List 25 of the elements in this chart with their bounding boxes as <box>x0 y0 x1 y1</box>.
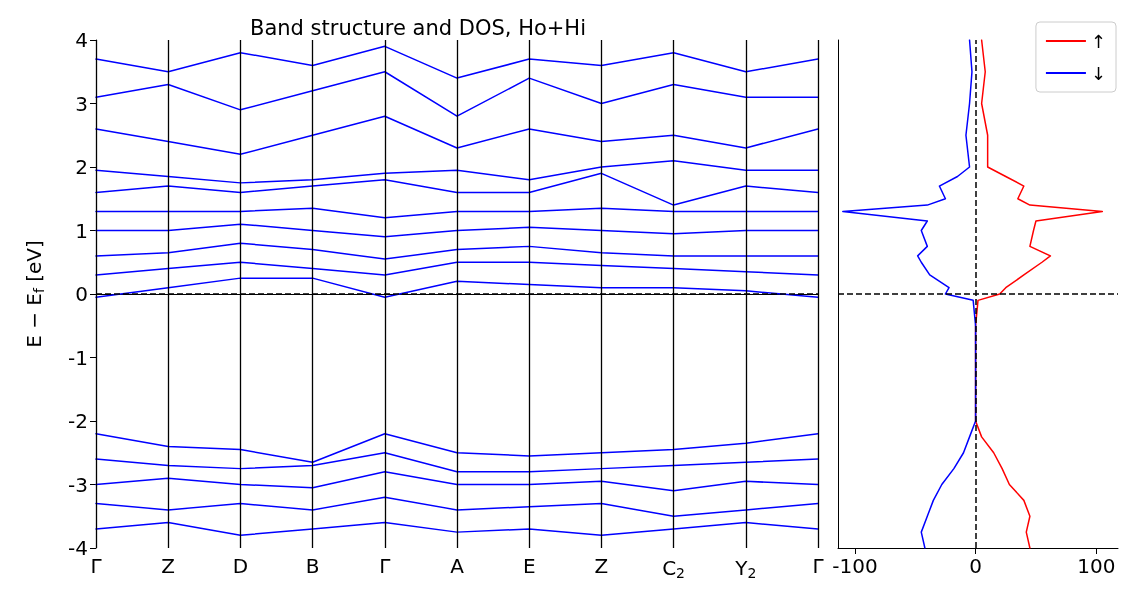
y-tick-label: 0 <box>75 282 88 306</box>
chart-title: Band structure and DOS, Ho+Hi <box>250 15 586 40</box>
x-tick-label: A <box>450 554 465 578</box>
legend-label: ↑ <box>1090 30 1107 52</box>
legend-label: ↓ <box>1090 62 1107 84</box>
x-tick-label: -100 <box>832 554 878 578</box>
x-tick-label: Γ <box>379 554 392 578</box>
y-tick-label: 2 <box>75 155 88 179</box>
x-tick-label: Γ <box>812 554 825 578</box>
y-axis-title: E − Ef [eV] <box>22 240 47 348</box>
y-tick-label: -4 <box>68 536 88 560</box>
x-tick-label: E <box>522 554 536 578</box>
y-tick-label: 4 <box>75 28 88 52</box>
x-tick-label: Z <box>161 554 176 578</box>
y-tick-label: -1 <box>68 345 88 370</box>
x-tick-label: 100 <box>1077 554 1116 578</box>
x-tick-label: D <box>232 554 249 578</box>
x-tick-label: 0 <box>969 554 982 578</box>
y-tick-label: -2 <box>68 409 88 433</box>
y-tick-label: 3 <box>75 91 88 116</box>
x-tick-label: Z <box>594 554 609 578</box>
y-tick-label: -3 <box>68 472 88 497</box>
y-tick-label: 1 <box>75 218 88 243</box>
x-tick-label: B <box>305 554 320 578</box>
x-tick-label: Γ <box>90 554 103 578</box>
